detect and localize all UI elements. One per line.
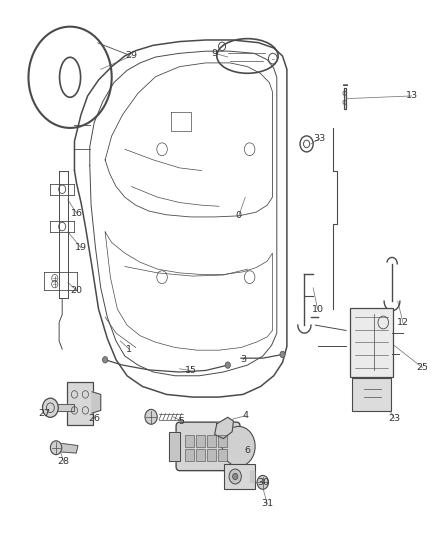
Text: 26: 26 xyxy=(88,414,100,423)
Text: 4: 4 xyxy=(242,411,248,420)
Text: 16: 16 xyxy=(71,209,83,217)
FancyBboxPatch shape xyxy=(185,435,194,447)
Text: 28: 28 xyxy=(57,457,70,465)
Text: 31: 31 xyxy=(261,499,273,508)
Circle shape xyxy=(222,426,255,466)
Text: 9: 9 xyxy=(212,49,218,58)
Text: 0: 0 xyxy=(236,212,242,220)
Polygon shape xyxy=(58,404,74,411)
FancyBboxPatch shape xyxy=(67,382,93,425)
Polygon shape xyxy=(62,443,78,453)
Text: 6: 6 xyxy=(244,446,251,455)
FancyBboxPatch shape xyxy=(176,422,240,471)
Text: 33: 33 xyxy=(314,134,326,143)
Circle shape xyxy=(42,398,58,417)
FancyBboxPatch shape xyxy=(207,449,216,461)
Text: 1: 1 xyxy=(126,345,132,353)
FancyBboxPatch shape xyxy=(196,449,205,461)
Circle shape xyxy=(225,362,230,368)
Circle shape xyxy=(229,469,241,484)
Polygon shape xyxy=(169,432,180,461)
FancyBboxPatch shape xyxy=(185,449,194,461)
Circle shape xyxy=(50,441,62,455)
Circle shape xyxy=(257,475,268,489)
Circle shape xyxy=(145,409,157,424)
Text: 19: 19 xyxy=(75,244,87,252)
Text: 5: 5 xyxy=(179,417,185,425)
Circle shape xyxy=(102,357,108,363)
FancyBboxPatch shape xyxy=(352,378,391,411)
FancyBboxPatch shape xyxy=(196,435,205,447)
Polygon shape xyxy=(215,417,233,439)
Text: 20: 20 xyxy=(71,286,83,295)
Text: 29: 29 xyxy=(125,52,138,60)
Text: 23: 23 xyxy=(388,414,400,423)
Text: 15: 15 xyxy=(184,366,197,375)
Circle shape xyxy=(280,351,285,358)
Polygon shape xyxy=(250,471,254,482)
Text: 3: 3 xyxy=(240,356,246,364)
FancyBboxPatch shape xyxy=(207,435,216,447)
FancyBboxPatch shape xyxy=(218,449,227,461)
Polygon shape xyxy=(344,88,346,109)
Text: 30: 30 xyxy=(257,478,269,487)
FancyBboxPatch shape xyxy=(218,435,227,447)
Polygon shape xyxy=(92,392,101,413)
Text: 12: 12 xyxy=(397,318,409,327)
Circle shape xyxy=(233,473,238,480)
FancyBboxPatch shape xyxy=(224,464,255,489)
Text: 10: 10 xyxy=(311,305,324,313)
Text: 13: 13 xyxy=(406,92,418,100)
Text: 27: 27 xyxy=(38,409,50,417)
FancyBboxPatch shape xyxy=(350,308,393,377)
Text: 25: 25 xyxy=(417,364,429,372)
